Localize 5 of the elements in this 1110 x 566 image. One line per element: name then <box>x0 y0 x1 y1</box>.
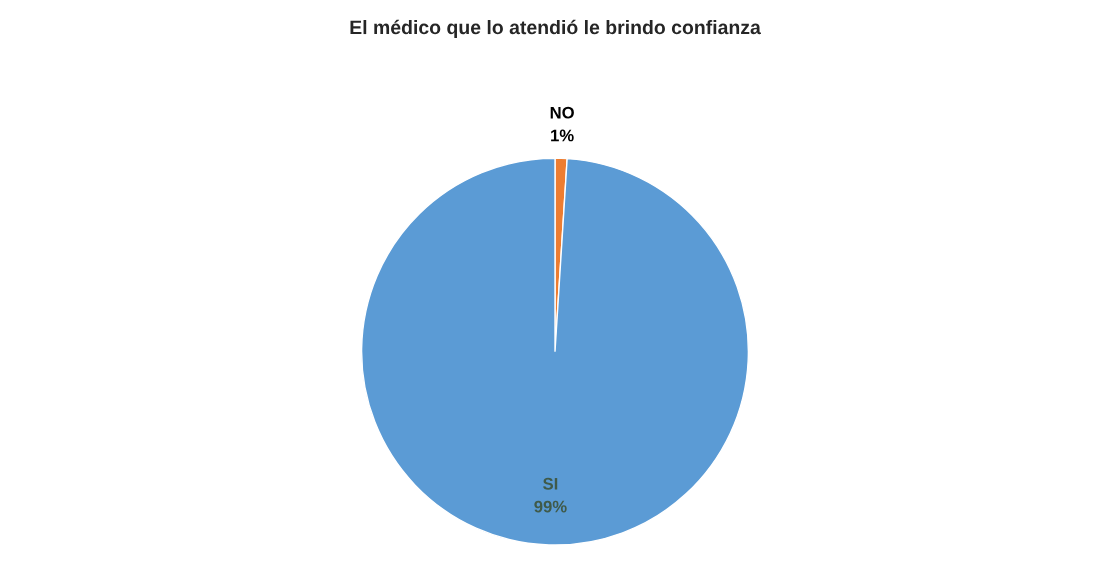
data-label: 1% <box>551 129 574 142</box>
data-label: 99% <box>534 500 567 513</box>
slice-label: SI <box>543 477 558 490</box>
slice-label: NO <box>550 106 574 119</box>
chart-title: El médico que lo atendió le brindo confianza <box>350 19 761 39</box>
